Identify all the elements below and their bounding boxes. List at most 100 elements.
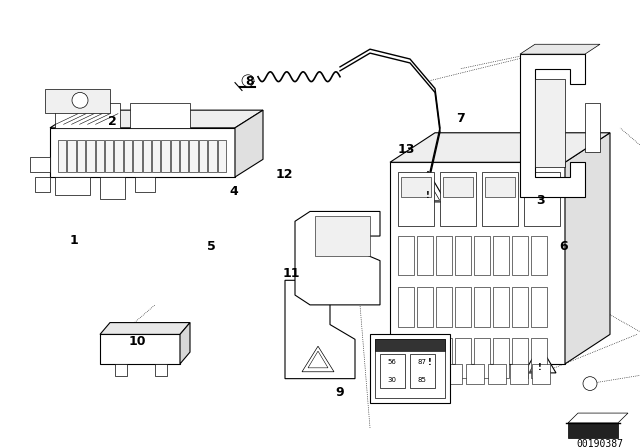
Circle shape (242, 75, 254, 86)
Polygon shape (410, 171, 446, 202)
Polygon shape (55, 103, 120, 128)
Bar (400, 364, 418, 383)
Text: 7: 7 (456, 112, 465, 125)
Polygon shape (35, 177, 50, 192)
Bar (315, 216, 370, 256)
Bar (493, 338, 509, 378)
Text: !: ! (538, 363, 542, 372)
Bar (67, 140, 76, 172)
Polygon shape (180, 323, 190, 364)
Text: 4: 4 (229, 185, 238, 198)
Text: 56: 56 (388, 359, 396, 365)
Text: 2: 2 (108, 115, 116, 128)
Polygon shape (45, 89, 110, 113)
Polygon shape (520, 44, 600, 54)
Polygon shape (568, 423, 618, 438)
Bar (531, 287, 547, 327)
Bar (115, 140, 123, 172)
Bar (133, 140, 141, 172)
Bar (436, 236, 452, 276)
Polygon shape (235, 110, 263, 177)
Bar (199, 140, 207, 172)
Text: 1: 1 (69, 234, 78, 247)
Bar (531, 338, 547, 378)
Polygon shape (100, 323, 190, 334)
Bar (417, 236, 433, 276)
Polygon shape (520, 54, 585, 197)
Polygon shape (50, 110, 263, 128)
Bar (436, 338, 452, 378)
Bar (100, 177, 125, 198)
Bar (398, 172, 434, 226)
Bar (440, 172, 476, 226)
Polygon shape (390, 162, 565, 364)
Polygon shape (414, 341, 446, 368)
Bar (152, 140, 160, 172)
Bar (124, 140, 132, 172)
Polygon shape (420, 349, 440, 367)
Bar (531, 236, 547, 276)
Bar (532, 364, 550, 383)
Bar (401, 177, 431, 197)
Bar (493, 236, 509, 276)
Polygon shape (30, 157, 50, 172)
Bar (422, 364, 440, 383)
Polygon shape (565, 133, 610, 364)
Bar (115, 364, 127, 376)
Bar (527, 177, 557, 197)
Text: 8: 8 (245, 75, 254, 88)
Polygon shape (302, 346, 334, 372)
Bar (143, 140, 151, 172)
Polygon shape (416, 181, 440, 200)
Polygon shape (535, 79, 565, 167)
Bar (512, 236, 528, 276)
Bar (398, 236, 414, 276)
Polygon shape (308, 351, 328, 368)
Bar (455, 236, 471, 276)
Text: 85: 85 (417, 377, 426, 383)
Circle shape (72, 92, 88, 108)
Bar (161, 140, 170, 172)
Bar (443, 177, 473, 197)
Bar (417, 287, 433, 327)
Polygon shape (530, 354, 550, 372)
Bar (77, 140, 85, 172)
Text: 87: 87 (417, 359, 426, 365)
Bar (375, 339, 445, 351)
Text: 00190387: 00190387 (577, 439, 623, 448)
Bar (180, 140, 188, 172)
Text: 6: 6 (559, 240, 568, 253)
Bar (455, 338, 471, 378)
Polygon shape (390, 133, 610, 162)
Polygon shape (285, 280, 355, 379)
Bar (417, 338, 433, 378)
Text: 9: 9 (335, 386, 344, 399)
Bar (485, 177, 515, 197)
Polygon shape (130, 103, 190, 128)
Text: 11: 11 (282, 267, 300, 280)
Bar (466, 364, 484, 383)
Bar (482, 172, 518, 226)
Bar (512, 287, 528, 327)
Bar (370, 334, 450, 403)
Bar (410, 354, 435, 388)
Text: 13: 13 (397, 143, 415, 156)
Bar (474, 287, 490, 327)
Polygon shape (100, 334, 180, 364)
Polygon shape (295, 211, 380, 305)
Bar (398, 338, 414, 378)
Bar (444, 364, 462, 383)
Bar (208, 140, 216, 172)
Bar (474, 338, 490, 378)
Bar (585, 103, 600, 152)
Bar (436, 287, 452, 327)
Bar (455, 287, 471, 327)
Bar (488, 364, 506, 383)
Bar (524, 172, 560, 226)
Bar (171, 140, 179, 172)
Bar (58, 140, 67, 172)
Text: 5: 5 (207, 240, 216, 253)
Bar (512, 338, 528, 378)
Circle shape (583, 377, 597, 391)
Bar (398, 287, 414, 327)
